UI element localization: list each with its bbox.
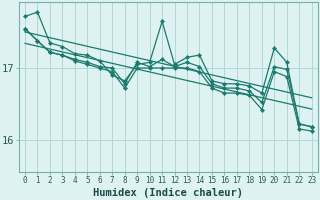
X-axis label: Humidex (Indice chaleur): Humidex (Indice chaleur) bbox=[93, 188, 243, 198]
